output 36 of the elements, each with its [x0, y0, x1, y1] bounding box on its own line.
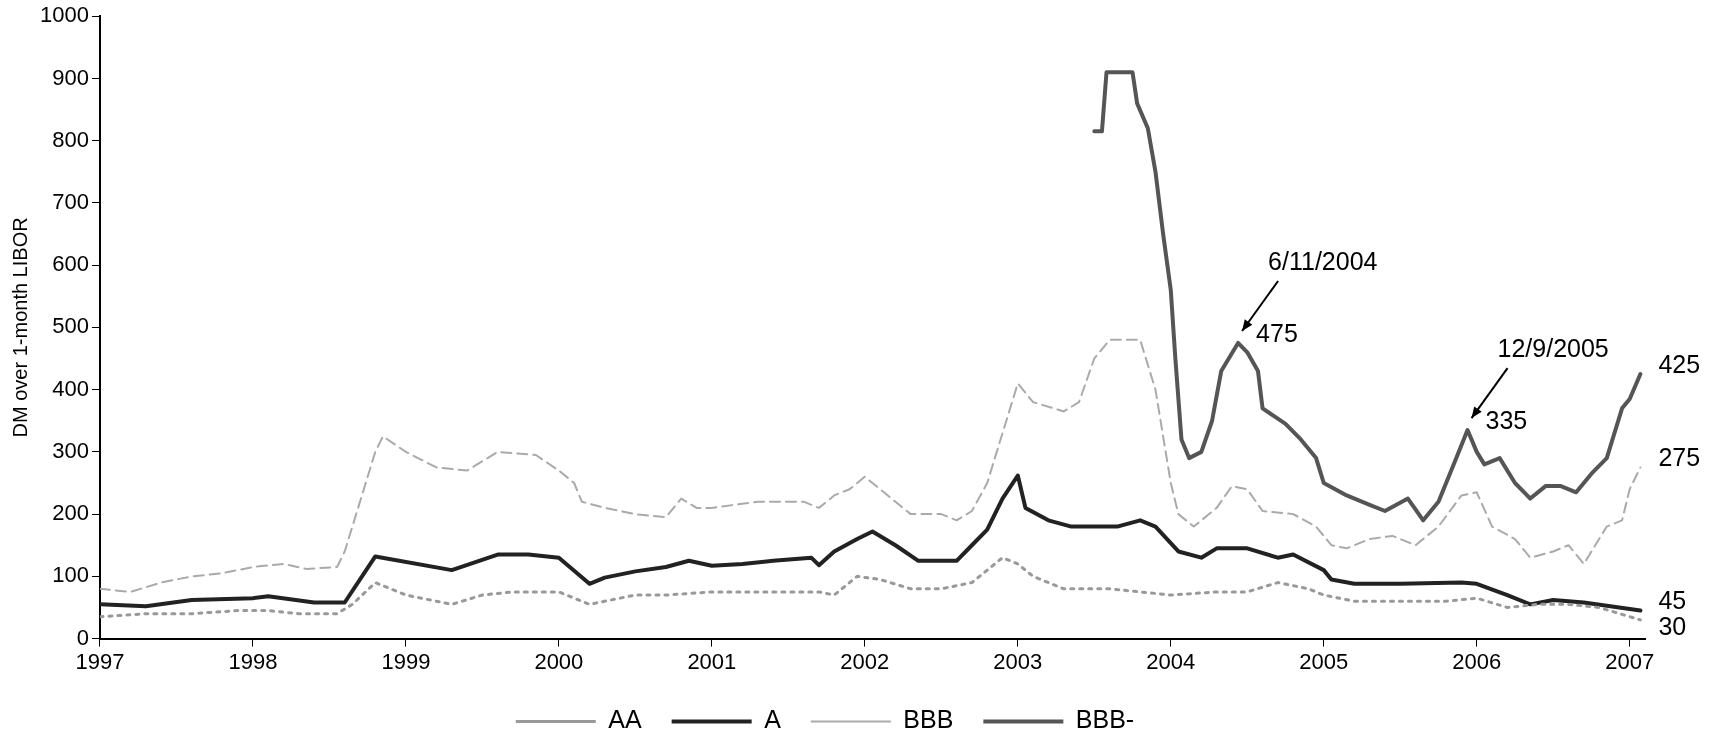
x-tick-label: 2001 [687, 648, 737, 674]
annotation: 475 [1256, 318, 1298, 347]
y-axis-title: DM over 1-month LIBOR [8, 217, 31, 438]
line-series [99, 556, 1642, 622]
annotation: 30 [1658, 612, 1687, 641]
y-tick-label: 0 [76, 624, 89, 650]
x-tick-label: 1999 [381, 648, 431, 674]
legend-label: A [764, 705, 782, 734]
legend-label: BBB- [1075, 705, 1135, 734]
y-tick-label: 800 [52, 126, 89, 152]
y-tick-label: 1000 [39, 2, 89, 28]
annotation: 275 [1658, 443, 1701, 472]
y-tick-label: 400 [52, 375, 89, 401]
legend-label: AA [608, 705, 642, 734]
x-tick-label: 2003 [993, 648, 1043, 674]
legend-label: BBB [903, 705, 954, 734]
annotation: 425 [1658, 349, 1701, 378]
x-tick-label: 2006 [1452, 648, 1502, 674]
y-tick-label: 700 [52, 188, 89, 214]
x-tick-label: 2000 [534, 648, 584, 674]
x-tick-label: 1998 [228, 648, 278, 674]
y-tick-label: 600 [52, 251, 89, 277]
y-tick-label: 200 [52, 500, 89, 526]
x-tick-label: 2005 [1299, 648, 1349, 674]
y-tick-label: 100 [52, 562, 89, 588]
annotation: 45 [1658, 586, 1687, 615]
y-tick-label: 300 [52, 437, 89, 463]
annotation: 6/11/2004 [1268, 246, 1378, 275]
y-tick-label: 900 [52, 64, 89, 90]
annotation: 335 [1485, 405, 1528, 434]
x-tick-label: 2004 [1146, 648, 1196, 674]
x-tick-label: 2007 [1605, 648, 1655, 674]
x-tick-label: 1997 [75, 648, 125, 674]
annotation: 12/9/2005 [1497, 333, 1609, 362]
x-tick-label: 2002 [840, 648, 890, 674]
y-tick-label: 500 [52, 313, 89, 339]
